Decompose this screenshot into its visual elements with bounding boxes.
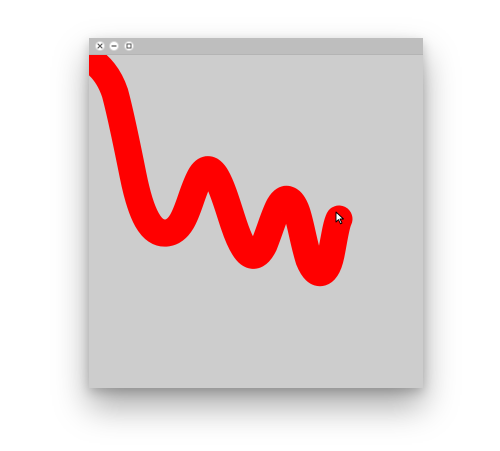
maximize-button[interactable] — [124, 41, 134, 51]
minimize-icon — [111, 45, 117, 47]
maximize-icon — [126, 43, 132, 49]
red-brush-stroke — [89, 55, 353, 286]
app-window — [89, 38, 423, 388]
drawing-layer — [89, 55, 353, 286]
drawing-canvas[interactable] — [89, 55, 423, 388]
minimize-button[interactable] — [109, 41, 119, 51]
close-button[interactable] — [95, 41, 105, 51]
arrow-cursor-icon — [335, 211, 344, 225]
close-icon — [97, 43, 103, 49]
title-bar[interactable] — [89, 38, 423, 55]
